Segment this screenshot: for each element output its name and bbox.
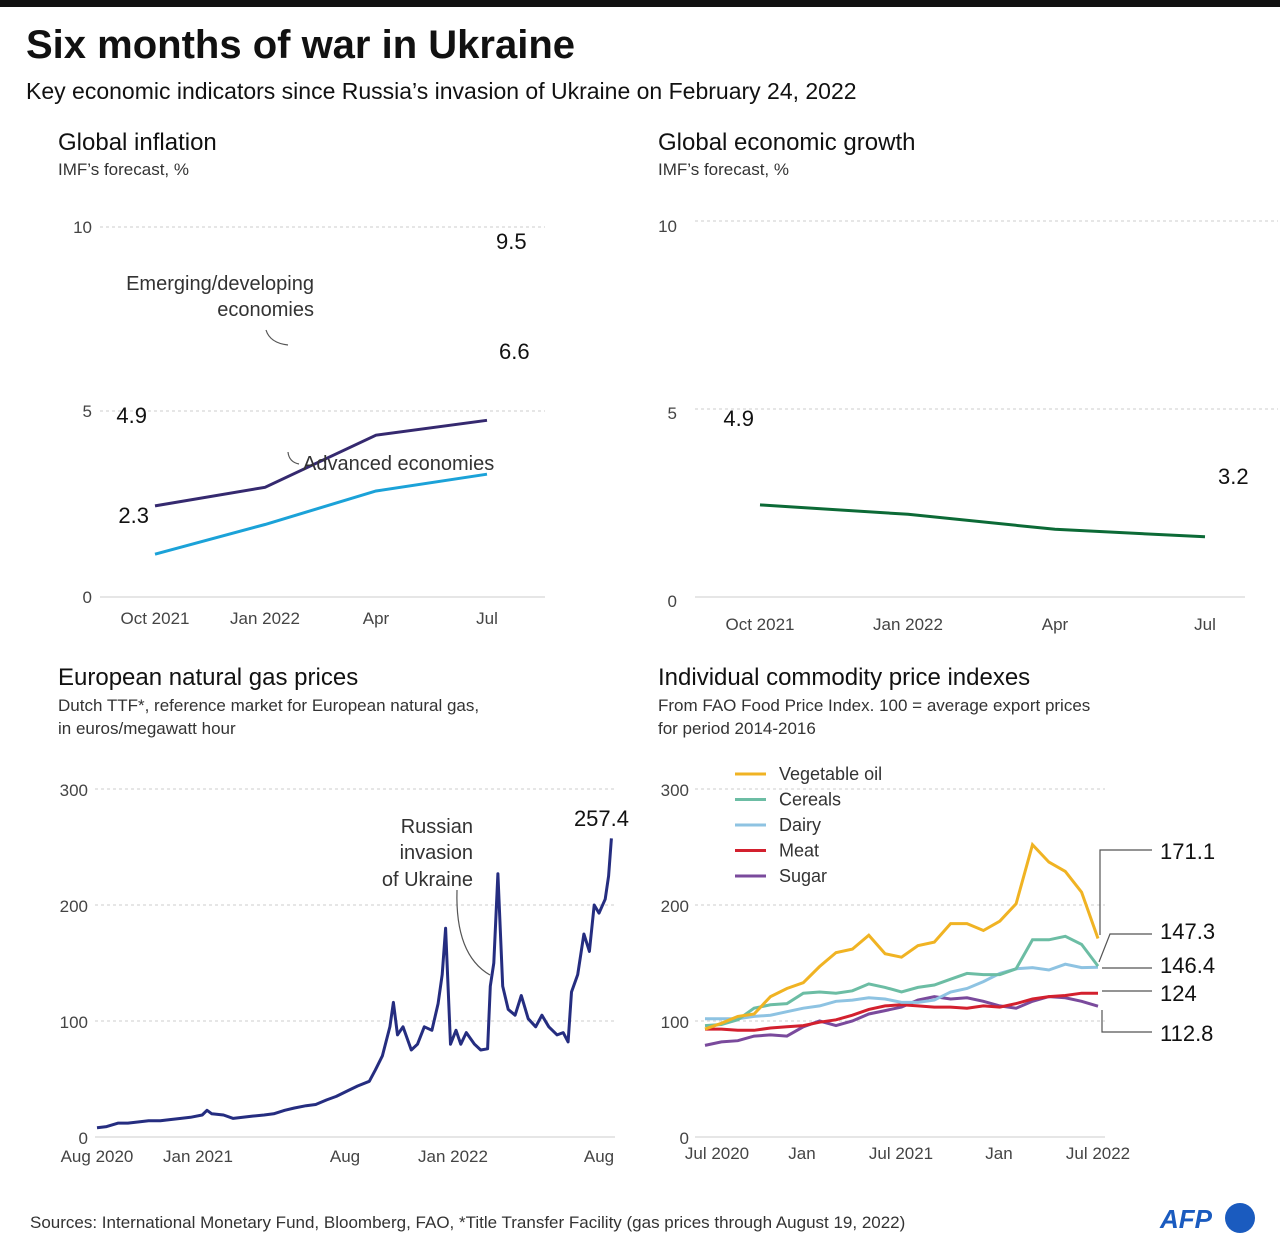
y-tick: 0	[83, 588, 92, 607]
chart-subtitle: IMF’s forecast, %	[658, 160, 789, 179]
series-line-gas	[96, 838, 613, 1130]
y-tick: 10	[73, 218, 92, 237]
chart-subtitle: From FAO Food Price Index. 100 = average…	[658, 696, 1090, 715]
data-label: 146.4	[1160, 953, 1215, 978]
leader-line	[1099, 849, 1152, 935]
legend-label: Cereals	[779, 790, 841, 810]
data-label: 2.3	[118, 503, 149, 528]
x-tick: Jul 2020	[685, 1144, 749, 1163]
data-label: 171.1	[1160, 839, 1215, 864]
legend-label: Meat	[779, 841, 819, 861]
data-label: 9.5	[496, 229, 527, 254]
annotation-invasion: of Ukraine	[382, 869, 473, 891]
y-tick: 100	[661, 1013, 689, 1032]
series-line-vegetable-oil	[704, 841, 1100, 1031]
x-tick: Jan	[788, 1144, 815, 1163]
data-label: 124	[1160, 981, 1197, 1006]
chart-subtitle: for period 2014-2016	[658, 719, 816, 738]
page-subtitle: Key economic indicators since Russia’s i…	[26, 78, 857, 104]
x-tick: Jan 2022	[230, 609, 300, 628]
y-tick: 300	[60, 781, 88, 800]
series-line-emerging	[154, 418, 488, 508]
commodity-chart: Individual commodity price indexes From …	[658, 664, 1215, 1163]
series-line-dairy	[705, 962, 1099, 1021]
legend-label: Dairy	[779, 815, 821, 835]
y-tick: 0	[680, 1129, 689, 1148]
y-tick: 300	[661, 781, 689, 800]
x-tick: Oct 2021	[726, 615, 795, 634]
data-label: 4.9	[116, 403, 147, 428]
x-tick: Jul	[476, 609, 498, 628]
data-label: 4.9	[723, 406, 754, 431]
x-tick: Jul	[1194, 615, 1216, 634]
series-line-growth	[759, 503, 1206, 539]
y-tick: 5	[83, 402, 92, 421]
data-label: 6.6	[499, 339, 530, 364]
chart-title: Individual commodity price indexes	[658, 664, 1030, 691]
gas-chart: European natural gas prices Dutch TTF*, …	[58, 664, 629, 1166]
page-title: Six months of war in Ukraine	[26, 23, 575, 67]
annotation-invasion: invasion	[400, 842, 473, 864]
commodity-series	[704, 841, 1100, 1047]
top-bar	[0, 0, 1280, 7]
chart-subtitle: IMF’s forecast, %	[58, 160, 189, 179]
x-tick: Jul 2021	[869, 1144, 933, 1163]
y-tick: 0	[668, 592, 677, 611]
svg-text:AFP: AFP	[1159, 1204, 1213, 1234]
series-label-emerging: economies	[217, 299, 314, 321]
sources-note: Sources: International Monetary Fund, Bl…	[30, 1213, 905, 1232]
x-tick: Aug	[584, 1147, 614, 1166]
y-tick: 100	[60, 1013, 88, 1032]
series-line-meat	[705, 991, 1098, 1032]
x-tick: Aug	[330, 1147, 360, 1166]
leader-line	[456, 889, 491, 976]
x-tick: Jan	[985, 1144, 1012, 1163]
legend: Vegetable oil Cereals Dairy Meat Sugar	[735, 764, 882, 886]
growth-chart: Global economic growth IMF’s forecast, %…	[658, 129, 1278, 634]
x-tick: Jan 2021	[163, 1147, 233, 1166]
y-tick: 200	[661, 897, 689, 916]
leader-line	[1101, 1010, 1152, 1033]
chart-title: European natural gas prices	[58, 664, 358, 691]
y-tick: 5	[668, 404, 677, 423]
y-tick: 200	[60, 897, 88, 916]
x-tick: Jan 2022	[418, 1147, 488, 1166]
series-line-sugar	[704, 995, 1099, 1047]
leader-line	[287, 451, 300, 465]
data-label: 112.8	[1160, 1021, 1213, 1046]
x-tick: Jul 2022	[1066, 1144, 1130, 1163]
series-label-emerging: Emerging/developing	[126, 273, 314, 295]
series-label-advanced: Advanced economies	[303, 453, 494, 475]
afp-logo: AFP	[1159, 1203, 1255, 1234]
inflation-chart: Global inflation IMF’s forecast, % 10 5 …	[58, 129, 545, 628]
y-tick: 0	[79, 1129, 88, 1148]
data-label: 3.2	[1218, 464, 1249, 489]
series-line-advanced	[154, 472, 488, 556]
chart-title: Global economic growth	[658, 129, 915, 156]
x-tick: Apr	[363, 609, 390, 628]
annotation-invasion: Russian	[401, 816, 473, 838]
chart-subtitle: in euros/megawatt hour	[58, 719, 236, 738]
x-tick: Oct 2021	[121, 609, 190, 628]
x-tick: Aug 2020	[61, 1147, 134, 1166]
chart-title: Global inflation	[58, 129, 217, 156]
legend-label: Vegetable oil	[779, 764, 882, 784]
leader-line	[1098, 933, 1152, 963]
leader-line	[265, 329, 289, 346]
data-label: 147.3	[1160, 919, 1215, 944]
data-label: 257.4	[574, 806, 629, 831]
y-tick: 10	[658, 217, 677, 236]
legend-label: Sugar	[779, 866, 827, 886]
chart-subtitle: Dutch TTF*, reference market for Europea…	[58, 696, 479, 715]
x-tick: Jan 2022	[873, 615, 943, 634]
series-line-cereals	[704, 934, 1100, 1028]
x-tick: Apr	[1042, 615, 1069, 634]
